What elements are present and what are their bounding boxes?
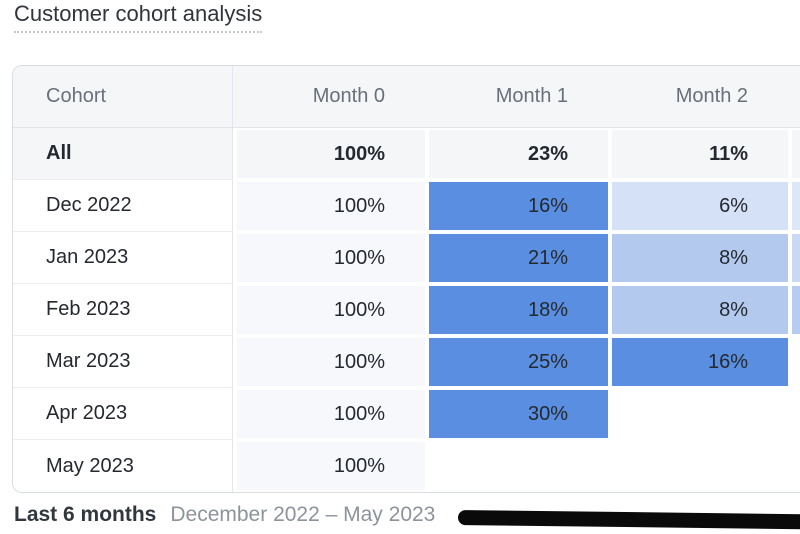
cell-month1: 30% [429,390,608,438]
cohort-label: Jan 2023 [13,232,233,284]
table-header-row: Cohort Month 0 Month 1 Month 2 [13,66,800,128]
cell-month0: 100% [237,182,425,230]
cell-month2: 8% [612,234,788,282]
column-header-month1: Month 1 [495,85,568,107]
table-row-dec-2022: Dec 2022 100% 16% 6% [13,180,800,232]
table-row-feb-2023: Feb 2023 100% 18% 8% [13,284,800,336]
cell-month2: 11% [612,130,788,178]
cell-month0: 100% [237,130,425,178]
cell-month0: 100% [237,234,425,282]
cohort-label: All [13,128,233,180]
cell-month2 [612,390,788,438]
cell-month0: 100% [237,390,425,438]
cohort-label: Apr 2023 [13,388,233,440]
cell-month2: 16% [612,338,788,386]
column-header-month0: Month 0 [312,85,385,107]
table-row-all: All 100% 23% 11% [13,128,800,180]
cell-month2: 6% [612,182,788,230]
cell-month1: 18% [429,286,608,334]
cell-month2 [612,442,788,490]
cell-month3-clipped [792,234,800,282]
date-range-label[interactable]: Last 6 months [14,503,157,526]
table-row-mar-2023: Mar 2023 100% 25% 16% [13,336,800,388]
cell-month1: 25% [429,338,608,386]
cell-month1: 16% [429,182,608,230]
column-header-month3-clipped [788,66,800,127]
cell-month0: 100% [237,338,425,386]
table-row-may-2023: May 2023 100% [13,440,800,492]
cell-month3-clipped [792,390,800,438]
date-range-footer: Last 6 months December 2022 – May 2023 [14,503,435,527]
cell-month3-clipped [792,286,800,334]
cell-month3-clipped [792,338,800,386]
cell-month3-clipped [792,182,800,230]
cell-month1 [429,442,608,490]
cohort-label: Mar 2023 [13,336,233,388]
redaction-bar [457,510,800,530]
cell-month2: 8% [612,286,788,334]
column-header-cohort: Cohort [13,66,233,127]
cell-month3-clipped [792,130,800,178]
table-row-jan-2023: Jan 2023 100% 21% 8% [13,232,800,284]
cell-month1: 23% [429,130,608,178]
cell-month3-clipped [792,442,800,490]
table-row-apr-2023: Apr 2023 100% 30% [13,388,800,440]
cell-month1: 21% [429,234,608,282]
cohort-table: Cohort Month 0 Month 1 Month 2 All 100% … [12,65,800,493]
date-range-value: December 2022 – May 2023 [170,503,436,526]
cohort-label: May 2023 [13,440,233,492]
page-title: Customer cohort analysis [14,0,263,33]
cohort-label: Feb 2023 [13,284,233,336]
cell-month0: 100% [237,442,425,490]
column-header-month2: Month 2 [675,85,748,107]
cohort-label: Dec 2022 [13,180,233,232]
cell-month0: 100% [237,286,425,334]
